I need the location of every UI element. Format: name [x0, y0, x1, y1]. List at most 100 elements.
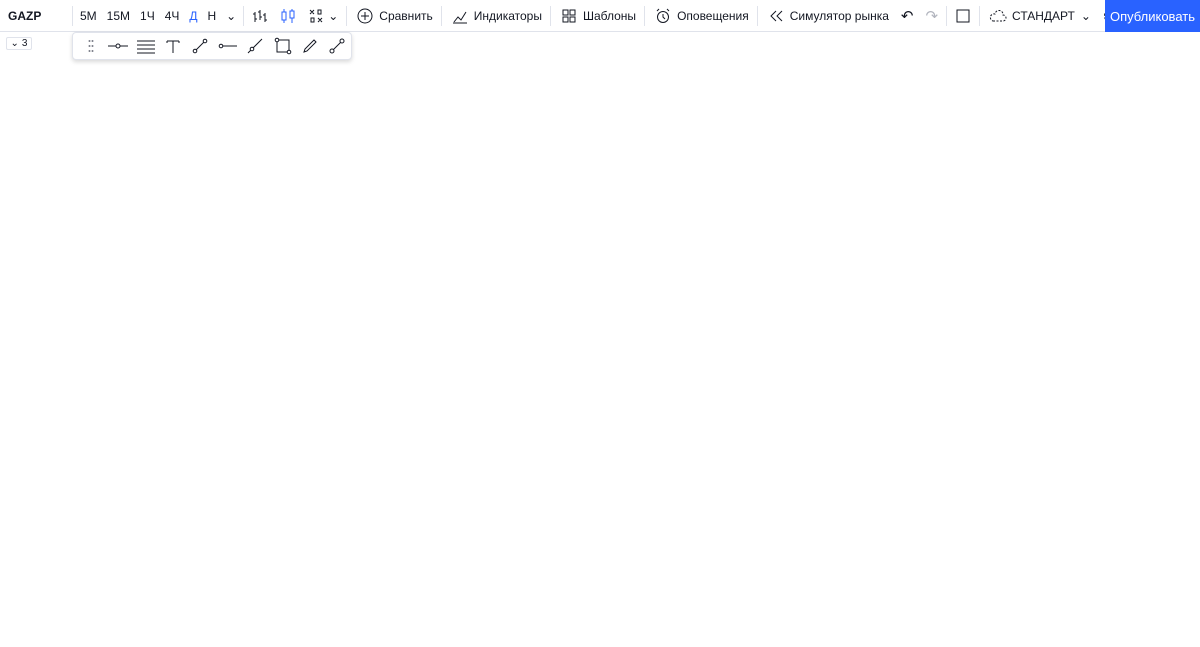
- chart-grid: [0, 33, 1159, 622]
- volume-bar: [303, 492, 310, 522]
- volume-bar: [205, 499, 212, 522]
- volume-bar: [258, 477, 265, 522]
- candle-body: [967, 250, 974, 256]
- candles-button[interactable]: [274, 0, 302, 32]
- bar-type-button[interactable]: [246, 0, 274, 32]
- price-tick-label: 400.00: [1166, 69, 1197, 80]
- symbol-search[interactable]: GAZP: [8, 8, 42, 23]
- timeframe-week[interactable]: Н: [207, 8, 217, 23]
- candle-body: [205, 235, 212, 253]
- timeframe-5m[interactable]: 5М: [80, 8, 97, 23]
- price-label: 350.00: [1166, 235, 1197, 246]
- volume-bar: [1065, 465, 1071, 522]
- time-tick-label: 13: [230, 630, 242, 641]
- bar-type-icon: [253, 9, 268, 22]
- path-tool[interactable]: [324, 33, 351, 59]
- timeframe-1h[interactable]: 1Ч: [140, 8, 155, 23]
- volume-bar: [852, 478, 859, 522]
- axes: 410.00400.00390.00380.00370.00360.00350.…: [0, 33, 1200, 647]
- volume-bar: [746, 482, 753, 522]
- time-tick-label: 16: [55, 630, 67, 641]
- timeframe-dropdown-icon[interactable]: ⌄: [226, 8, 237, 23]
- candle-body: [391, 176, 398, 180]
- candle-body: [1029, 363, 1036, 406]
- price-tick-label: 350.00: [1166, 235, 1197, 246]
- undo-button[interactable]: ↶: [895, 0, 920, 32]
- indicators-button[interactable]: Индикаторы: [444, 0, 548, 32]
- hidden-objects-counter[interactable]: ⌄ 3: [6, 37, 32, 50]
- candle-body: [976, 252, 983, 256]
- timeframe-day[interactable]: Д: [189, 8, 198, 23]
- price-label-bg: [1162, 74, 1198, 89]
- volume-bar: [940, 508, 947, 522]
- rectangle-tool[interactable]: [269, 33, 296, 59]
- price-label-bg: [1162, 240, 1198, 255]
- price-tick-label: 300.00: [1166, 402, 1197, 413]
- compare-button[interactable]: Сравнить: [349, 0, 438, 32]
- candle-body: [994, 265, 1001, 276]
- timeframe-4h[interactable]: 4Ч: [164, 8, 180, 23]
- price-label: 359.35: [1166, 204, 1197, 215]
- volume-bar: [72, 494, 79, 522]
- templates-button[interactable]: Шаблоны: [553, 0, 642, 32]
- price-tick-label: 290.00: [1166, 435, 1197, 446]
- candle-body: [834, 305, 841, 312]
- candle-body: [568, 272, 575, 284]
- candle-body: [46, 418, 53, 422]
- horizontal-ray-tool[interactable]: [104, 33, 131, 59]
- candle-body: [657, 255, 664, 265]
- chart-style-button[interactable]: ⌄: [302, 0, 344, 32]
- volume-bar: [985, 438, 992, 522]
- alerts-button[interactable]: Оповещения: [647, 0, 755, 32]
- brush-tool[interactable]: [296, 33, 323, 59]
- layout-button[interactable]: СТАНДАРТ ⌄: [982, 0, 1097, 32]
- publish-button[interactable]: Опубликовать: [1105, 0, 1200, 32]
- trend-line-tool[interactable]: [187, 33, 214, 59]
- volume-bar: [196, 496, 203, 522]
- candle-body: [808, 332, 815, 344]
- divider: [756, 5, 758, 26]
- indicators-icon: [450, 6, 470, 26]
- candle-body: [320, 120, 327, 167]
- candle-body: [861, 249, 868, 260]
- cloud-icon: [988, 6, 1008, 26]
- volume-bar: [285, 486, 292, 522]
- fib-tool[interactable]: [132, 33, 159, 59]
- volume-bar: [923, 502, 930, 522]
- candle-body: [816, 309, 823, 320]
- candle-body: [1038, 362, 1045, 373]
- price-tick-label: 310.00: [1166, 368, 1197, 379]
- text-tool[interactable]: [159, 33, 186, 59]
- price-label: 280.62: [1166, 466, 1197, 477]
- volume-bar: [64, 491, 71, 522]
- replay-button[interactable]: Симулятор рынка: [760, 0, 895, 32]
- candle-body: [1065, 319, 1071, 382]
- volume-bar: [861, 481, 868, 522]
- candle-body: [799, 323, 806, 346]
- volume-bar: [409, 488, 416, 522]
- rewind-icon: [766, 6, 786, 26]
- drag-handle[interactable]: [77, 33, 104, 59]
- volume-bar: [400, 485, 407, 522]
- timeframe-15m[interactable]: 15М: [106, 8, 131, 23]
- candle-body: [560, 263, 567, 286]
- ma-slow-line: [4, 160, 1069, 443]
- volume-bar: [967, 477, 974, 522]
- candle-body: [985, 253, 992, 260]
- candle-body: [329, 186, 336, 196]
- volume-bar: [533, 490, 540, 522]
- candle-body: [28, 428, 35, 435]
- volume-bar: [498, 478, 505, 522]
- volume-bar: [489, 475, 496, 522]
- volume-bar: [692, 504, 699, 522]
- tradingview-logo-bg: [6, 598, 30, 618]
- candle-body: [10, 439, 17, 446]
- time-tick-label: 17: [991, 630, 1003, 641]
- price-tick-label: 330.00: [1166, 302, 1197, 313]
- candle-body: [480, 197, 487, 206]
- ray-tool[interactable]: [241, 33, 268, 59]
- candle-body: [196, 222, 203, 233]
- fullscreen-select-button[interactable]: [949, 0, 977, 32]
- horizontal-line-tool[interactable]: [214, 33, 241, 59]
